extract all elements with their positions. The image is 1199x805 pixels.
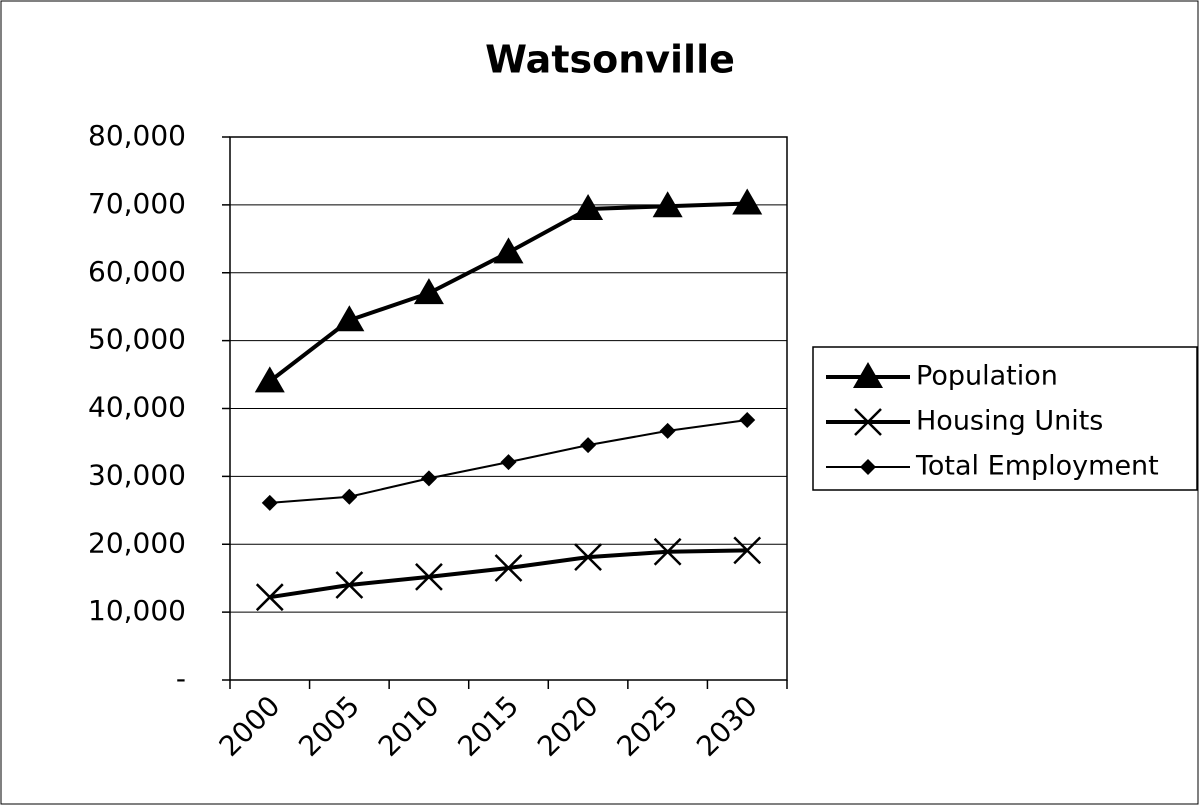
series-marker (500, 454, 517, 471)
series-marker (341, 488, 358, 505)
legend-marker (853, 362, 883, 388)
series-marker (254, 366, 285, 393)
y-tick-label: 20,000 (88, 526, 186, 559)
legend-label: Population (916, 361, 1058, 392)
series-marker (494, 554, 523, 582)
series-marker (493, 237, 524, 264)
series-marker (415, 562, 443, 591)
legend-label: Total Employment (915, 451, 1159, 482)
y-tick-label: - (176, 662, 186, 695)
series-marker (580, 437, 597, 454)
series-marker (413, 278, 444, 305)
series-marker (574, 543, 602, 572)
y-tick-label: 10,000 (88, 594, 186, 627)
series-marker (739, 412, 756, 429)
series-marker (255, 583, 284, 612)
series-marker (334, 305, 365, 332)
y-tick-label: 30,000 (88, 458, 186, 491)
legend-marker (854, 408, 882, 436)
y-tick-label: 70,000 (88, 187, 186, 220)
series-marker (420, 470, 437, 487)
series-marker (573, 193, 604, 220)
series-marker (335, 571, 364, 599)
y-tick-label: 60,000 (88, 255, 186, 288)
y-tick-label: 80,000 (88, 119, 186, 152)
series-marker (653, 537, 682, 566)
series-marker (261, 494, 278, 511)
series-marker (732, 188, 763, 215)
chart-title: Watsonville (485, 38, 735, 82)
legend-label: Housing Units (916, 406, 1103, 437)
legend-marker (860, 459, 876, 475)
y-tick-label: 40,000 (88, 391, 186, 424)
series-marker (659, 422, 676, 439)
series-marker (733, 536, 762, 565)
y-tick-label: 50,000 (88, 323, 186, 356)
series-marker (652, 191, 683, 218)
